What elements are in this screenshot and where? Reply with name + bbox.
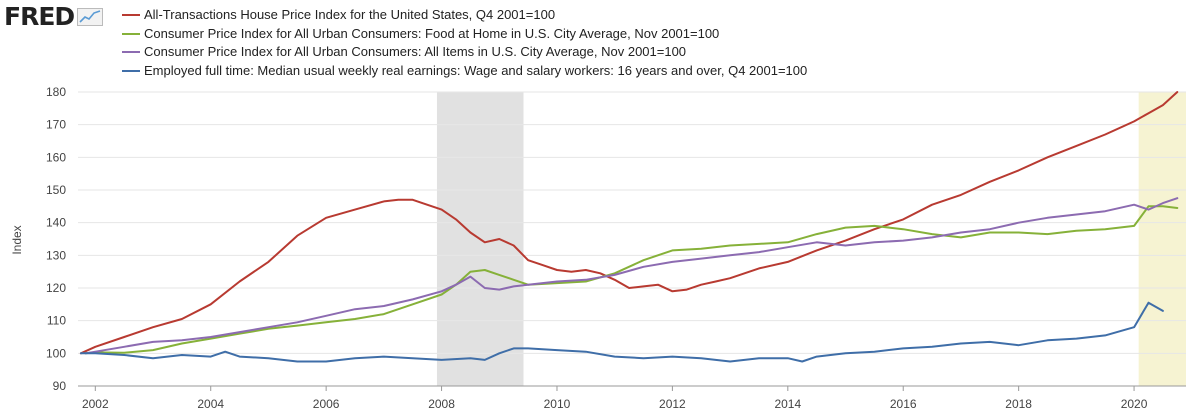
legend-item-earnings[interactable]: Employed full time: Median usual weekly … xyxy=(122,62,807,81)
legend-swatch xyxy=(122,14,140,17)
legend-item-house-price[interactable]: All-Transactions House Price Index for t… xyxy=(122,6,807,25)
series-lines xyxy=(79,91,1179,363)
x-tick-label: 2002 xyxy=(82,397,109,411)
legend-swatch xyxy=(122,32,140,35)
x-tick-label: 2014 xyxy=(774,397,801,411)
x-tick-labels: 2002 2004 2006 2008 2010 2012 2014 2016 2018 2020 xyxy=(82,397,1148,411)
x-tick-label: 2004 xyxy=(197,397,224,411)
fred-logo[interactable]: FRED xyxy=(4,2,104,31)
legend-label: All-Transactions House Price Index for t… xyxy=(144,7,556,22)
y-tick-label: 140 xyxy=(46,216,66,230)
legend-item-food-cpi[interactable]: Consumer Price Index for All Urban Consu… xyxy=(122,25,807,44)
logo-text: FRED xyxy=(4,2,75,31)
y-tick-label: 180 xyxy=(46,85,66,99)
trend-line-icon xyxy=(77,7,104,26)
series-earnings xyxy=(79,301,1164,363)
legend-swatch xyxy=(122,51,140,54)
y-tick-label: 170 xyxy=(46,118,66,132)
y-tick-label: 110 xyxy=(47,314,66,328)
shaded-periods xyxy=(436,92,1186,386)
legend-label: Employed full time: Median usual weekly … xyxy=(144,62,808,78)
legend-item-all-items-cpi[interactable]: Consumer Price Index for All Urban Consu… xyxy=(122,43,807,62)
highlight-shade xyxy=(1138,92,1186,386)
x-tick-label: 2020 xyxy=(1121,397,1148,411)
y-tick-label: 150 xyxy=(46,183,66,197)
x-tick-label: 2010 xyxy=(544,397,571,411)
y-axis-label: Index xyxy=(10,225,24,254)
x-tick-label: 2006 xyxy=(313,397,340,411)
legend-label: Consumer Price Index for All Urban Consu… xyxy=(144,25,720,41)
series-all-items-cpi xyxy=(84,197,1179,355)
series-house-price xyxy=(79,91,1179,355)
legend-label: Consumer Price Index for All Urban Consu… xyxy=(144,44,687,59)
y-tick-label: 130 xyxy=(46,248,66,262)
x-tick-label: 2018 xyxy=(1005,397,1032,411)
gridlines xyxy=(78,91,1186,391)
y-tick-label: 90 xyxy=(53,379,67,393)
x-tick-label: 2016 xyxy=(890,397,917,411)
legend-swatch xyxy=(122,69,140,72)
y-tick-label: 100 xyxy=(46,346,66,360)
y-tick-labels: 90 100 110 120 130 140 150 160 170 180 xyxy=(46,85,66,393)
y-tick-label: 120 xyxy=(46,281,66,295)
y-tick-label: 160 xyxy=(46,150,66,164)
x-tick-label: 2012 xyxy=(659,397,686,411)
x-tick-label: 2008 xyxy=(428,397,455,411)
chart-legend: All-Transactions House Price Index for t… xyxy=(122,6,807,80)
